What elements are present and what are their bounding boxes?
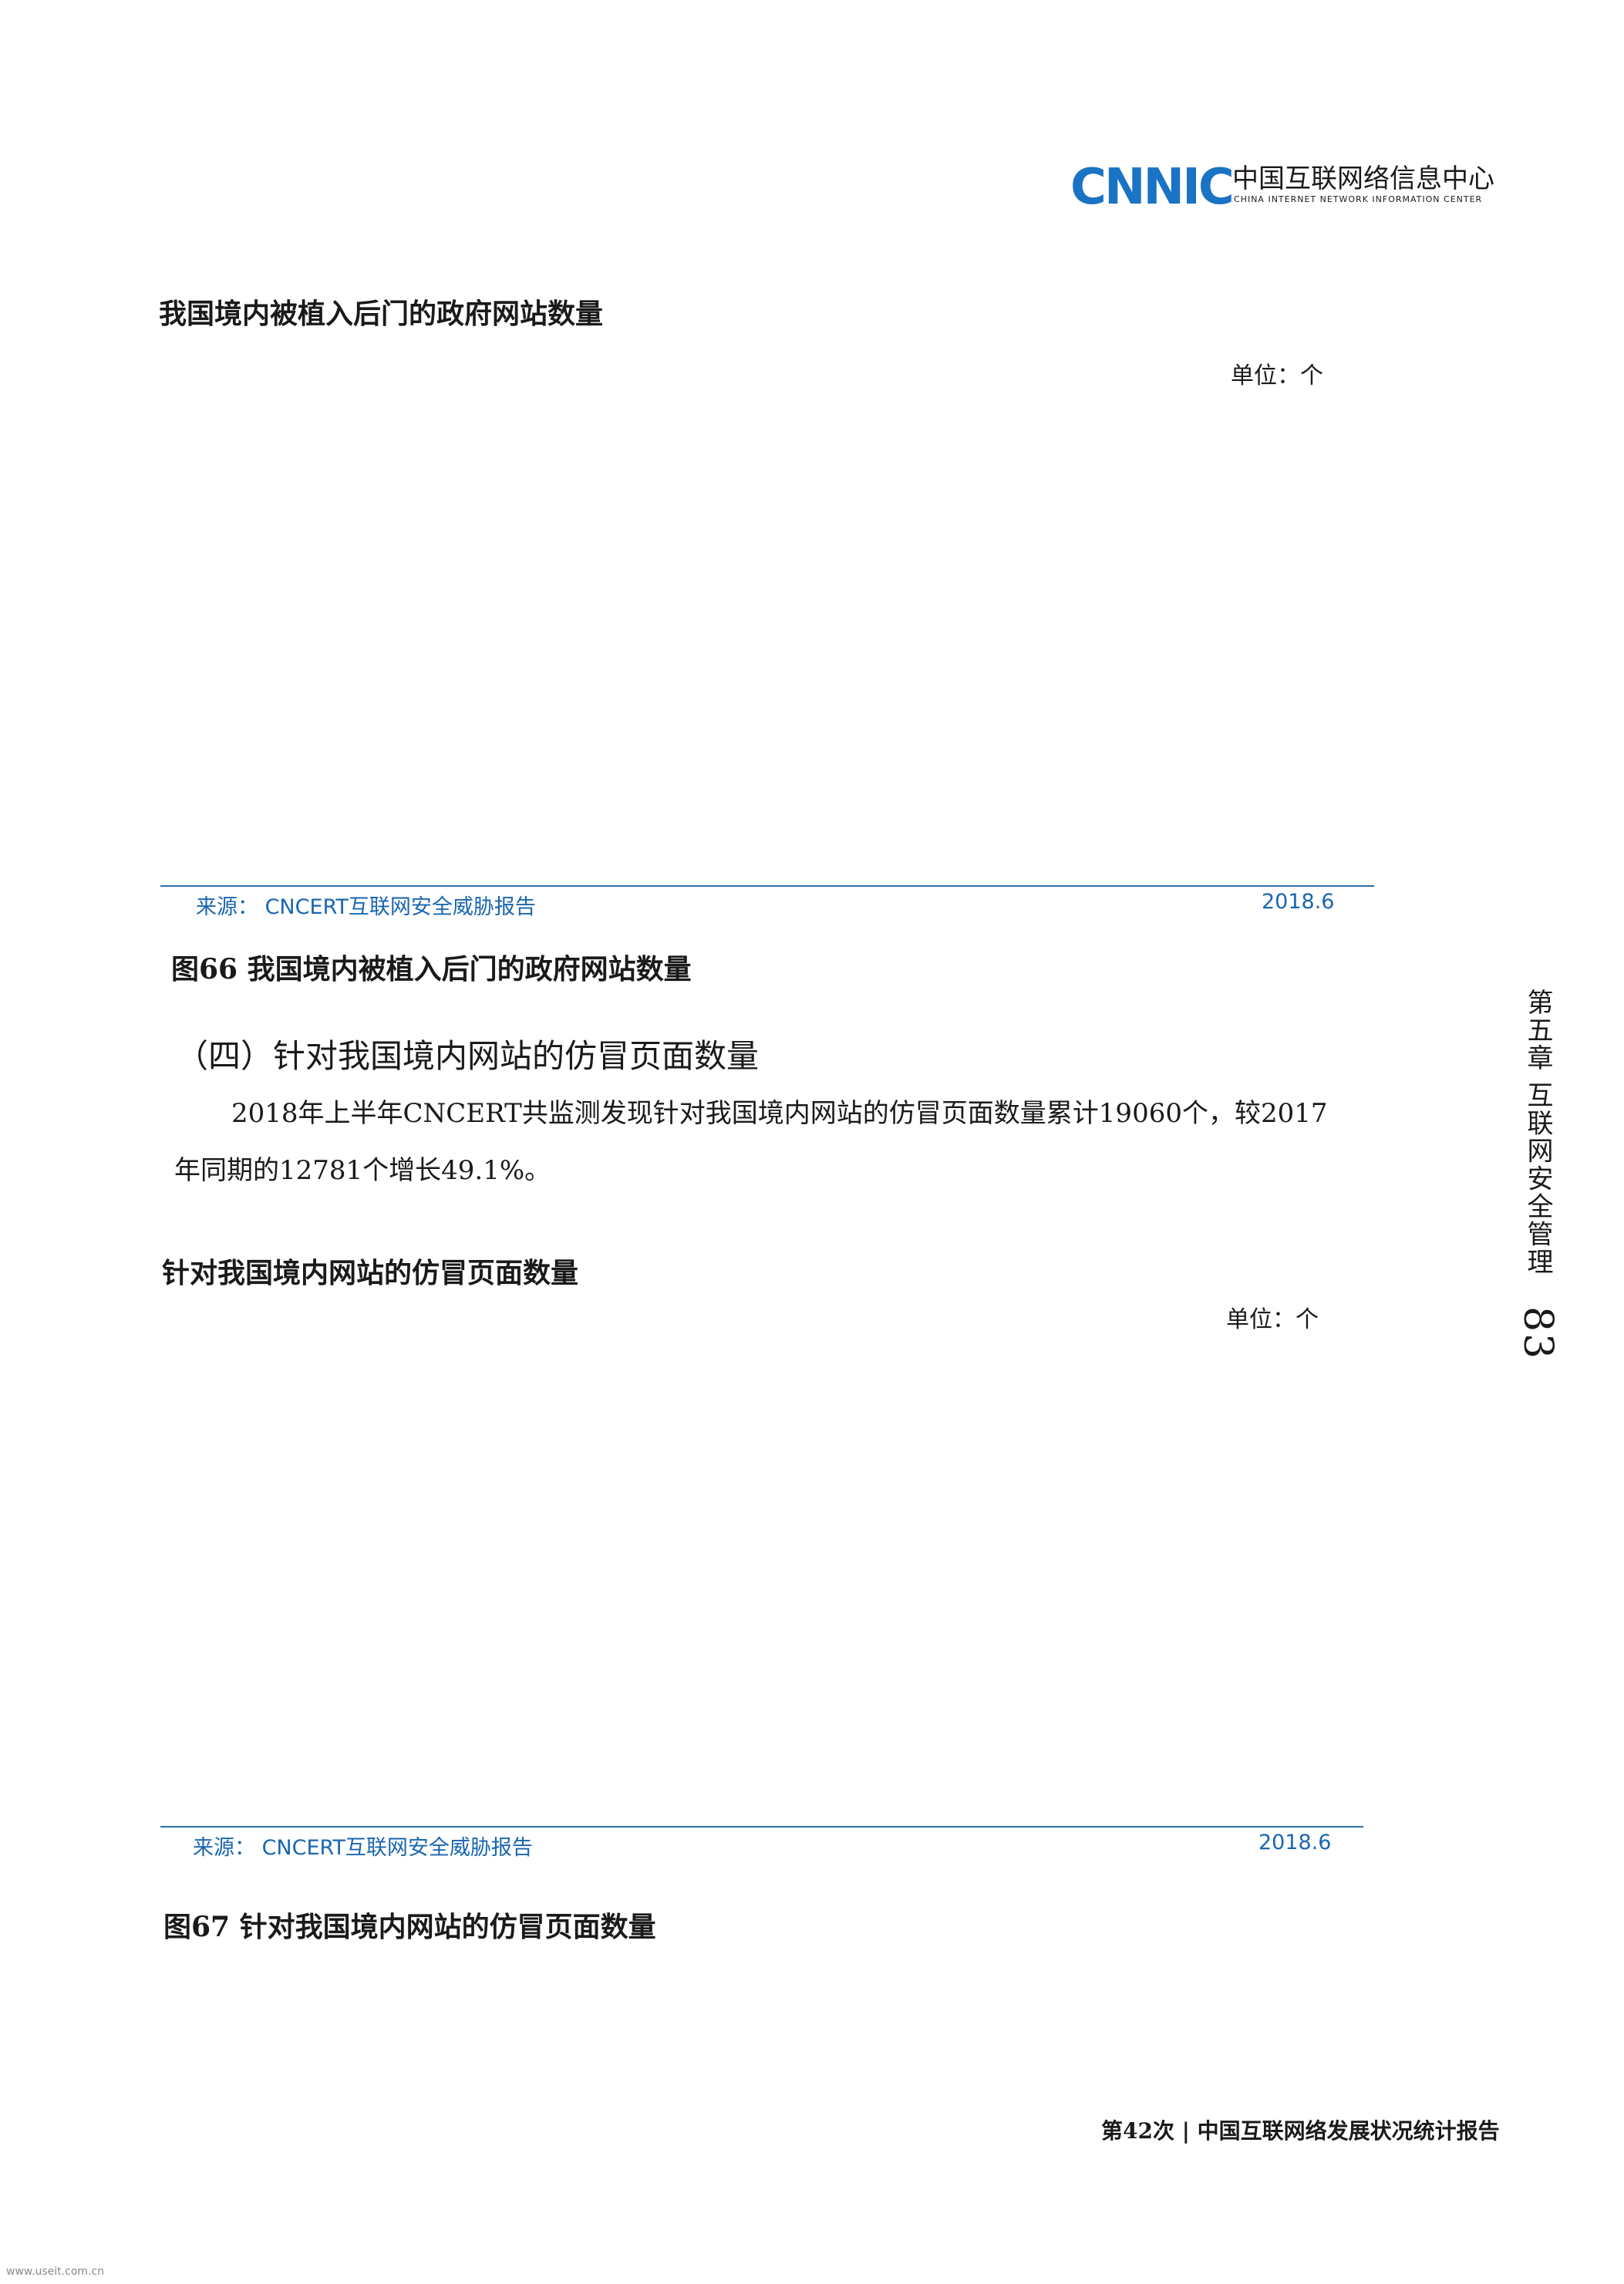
chart2-bar-2017-3 bbox=[618, 1561, 679, 1747]
chart1-bar-2018-5 bbox=[1016, 633, 1076, 797]
chart1-value-label-2018-3: 73 bbox=[669, 649, 696, 673]
chart1-value-label-2017-4: 200 bbox=[784, 444, 824, 468]
chart2-unit: 单位：个 bbox=[1226, 1306, 1319, 1333]
cnnic-logo: CNNIC 中国互联网络信息中心 CHINA INTERNET NETWORK … bbox=[1070, 151, 1502, 216]
chart1-legend-swatch-2017 bbox=[615, 854, 626, 865]
chart1-legend-label-2018: 2018 bbox=[820, 844, 883, 873]
chart1-value-label-2018-1: 116 bbox=[298, 580, 339, 604]
chart2-category-label-1: 1月 bbox=[302, 1757, 339, 1784]
chart2-bar-2018-2 bbox=[500, 1713, 560, 1747]
chart2-value-label-2017-4: 1810 bbox=[803, 1612, 852, 1635]
chart1-bar-2018-6 bbox=[1198, 686, 1258, 797]
chart1-date: 2018.6 bbox=[1262, 890, 1335, 914]
chart2-bar-2017-4 bbox=[797, 1642, 857, 1747]
chart1-bar-2017-2 bbox=[410, 622, 470, 797]
chart2-bar-2017-6 bbox=[1155, 1659, 1215, 1747]
side-chapter: 第五章 互联网安全管理 bbox=[1522, 989, 1553, 1276]
chart1-value-label-2018-4: 82 bbox=[851, 635, 878, 659]
chart1-bar-2018-2 bbox=[470, 752, 531, 797]
chart1-bar-2017-6 bbox=[1138, 454, 1198, 797]
chart2-value-label-2017-6: 1515 bbox=[1161, 1629, 1210, 1652]
chart1-category-label-2: 2月 bbox=[451, 807, 489, 834]
figure66-caption: 图66 我国境内被植入后门的政府网站数量 bbox=[171, 953, 692, 985]
chart1-category-label-6: 6月 bbox=[1179, 807, 1217, 834]
chart1-legend-swatch-2018 bbox=[805, 854, 816, 865]
chart1-source: 来源： CNCERT互联网安全威胁报告 bbox=[196, 895, 536, 919]
chart2-source: 来源： CNCERT互联网安全威胁报告 bbox=[193, 1836, 533, 1860]
chart1-value-label-2017-2: 109 bbox=[420, 591, 460, 615]
chart1-bar-2018-3 bbox=[652, 679, 713, 797]
chart1-category-label-3: 3月 bbox=[633, 807, 671, 834]
watermark: www.useit.com.cn bbox=[6, 2265, 105, 2278]
chart1-bar-2017-5 bbox=[956, 430, 1016, 797]
chart2-bar-2017-2 bbox=[440, 1624, 500, 1747]
chart2-legend-label-2017: 2017 bbox=[649, 1783, 712, 1812]
paragraph-line-2: 年同期的12781个增长49.1%。 bbox=[174, 1155, 551, 1186]
chart2-category-label-2: 2月 bbox=[480, 1757, 518, 1784]
chart2-category-label-4: 4月 bbox=[838, 1757, 876, 1784]
footer-report-title: 第42次 | 中国互联网络发展状况统计报告 bbox=[1101, 2118, 1500, 2144]
chart2-value-label-2018-6: 3963 bbox=[1221, 1487, 1270, 1509]
chart2-value-label-2017-3: 3198 bbox=[624, 1531, 673, 1554]
chart2-bar-2018-1 bbox=[321, 1656, 381, 1747]
logo-en-name: CHINA INTERNET NETWORK INFORMATION CENTE… bbox=[1234, 194, 1483, 204]
chart2-value-label-2017-1: 2442 bbox=[266, 1575, 315, 1598]
chart2-heading: 针对我国境内网站的仿冒页面数量 bbox=[162, 1257, 579, 1289]
chart1-category-label-1: 1月 bbox=[269, 807, 307, 834]
chart1-value-label-2017-6: 213 bbox=[1148, 423, 1188, 447]
chart2-legend-swatch-2017 bbox=[634, 1794, 645, 1804]
chart2-bar-2017-1 bbox=[261, 1605, 321, 1747]
chart1-value-label-2017-5: 228 bbox=[966, 399, 1006, 423]
chart2-value-label-2018-5: 5729 bbox=[1042, 1384, 1091, 1406]
chart2-value-label-2018-3: 3791 bbox=[684, 1497, 733, 1519]
chart1-heading: 我国境内被植入后门的政府网站数量 bbox=[159, 298, 604, 330]
logo-word: CNNIC bbox=[1070, 159, 1235, 216]
chart2-value-label-2017-5: 1696 bbox=[982, 1619, 1031, 1641]
paragraph-line-1: 2018年上半年CNCERT共监测发现针对我国境内网站的仿冒页面数量累计1906… bbox=[231, 1098, 1328, 1129]
chart1-unit: 单位：个 bbox=[1231, 362, 1323, 389]
chart2-bar-2018-6 bbox=[1215, 1517, 1275, 1747]
chart2-legend-swatch-2018 bbox=[825, 1794, 836, 1804]
chart2-value-label-2017-2: 2120 bbox=[445, 1594, 494, 1616]
chart2-category-label-3: 3月 bbox=[659, 1757, 697, 1784]
chart1-bar-2018-1 bbox=[288, 610, 349, 797]
side-page-number: 83 bbox=[1514, 1306, 1561, 1361]
chart1-bar-2018-4 bbox=[834, 665, 895, 797]
chart2-legend-label-2018: 2018 bbox=[841, 1783, 903, 1812]
chart2-value-label-2018-4: 3440 bbox=[863, 1518, 912, 1540]
chart1-value-label-2018-6: 69 bbox=[1215, 655, 1242, 679]
chart1-value-label-2017-3: 207 bbox=[602, 433, 642, 457]
chart2-date: 2018.6 bbox=[1258, 1831, 1332, 1854]
chart1-value-label-2017-1: 90 bbox=[245, 622, 271, 645]
chart1-legend-label-2017: 2017 bbox=[631, 844, 693, 873]
section-title: （四）针对我国境内网站的仿冒页面数量 bbox=[176, 1037, 760, 1075]
chart2-value-label-2018-1: 1554 bbox=[326, 1627, 376, 1649]
chart1-bar-2017-1 bbox=[228, 652, 288, 797]
chart2-bar-2017-5 bbox=[976, 1649, 1036, 1747]
chart2-category-label-6: 6月 bbox=[1196, 1757, 1234, 1784]
chart1-value-label-2018-5: 102 bbox=[1026, 602, 1066, 626]
chart2-bar-2018-3 bbox=[679, 1527, 739, 1747]
chart2-value-label-2018-2: 583 bbox=[511, 1683, 548, 1706]
logo-cn-name: 中国互联网络信息中心 bbox=[1232, 163, 1494, 194]
chart1-value-label-2018-2: 28 bbox=[487, 722, 514, 746]
chart1-source-rule bbox=[160, 885, 1374, 887]
chart2-category-label-5: 5月 bbox=[1017, 1757, 1055, 1784]
chart1-category-label-4: 4月 bbox=[815, 807, 853, 834]
chart1-bar-2017-4 bbox=[774, 475, 834, 797]
chart1-category-label-5: 5月 bbox=[997, 807, 1035, 834]
chart2-bar-2018-5 bbox=[1036, 1414, 1097, 1747]
chart1-bar-2017-3 bbox=[592, 463, 652, 797]
chart2-bar-2018-4 bbox=[857, 1547, 918, 1747]
figure67-caption: 图67 针对我国境内网站的仿冒页面数量 bbox=[163, 1911, 656, 1943]
chart2-source-rule bbox=[160, 1826, 1363, 1828]
